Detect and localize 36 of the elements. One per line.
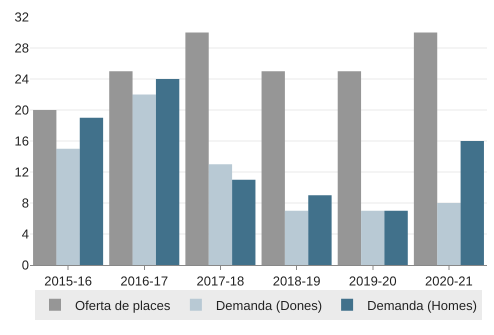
legend-label: Oferta de places [75,298,171,313]
bar [56,148,80,265]
x-tick-label: 2019-20 [348,274,397,289]
bar [284,210,308,265]
y-tick-label: 24 [14,72,29,87]
legend-label: Demanda (Homes) [367,298,477,313]
y-tick-label: 32 [14,10,29,25]
y-tick-label: 0 [22,258,29,273]
y-tick-label: 8 [22,196,29,211]
x-tick-label: 2017-18 [196,274,244,289]
bar [361,210,384,265]
bar [132,94,156,265]
y-tick-label: 4 [22,226,29,242]
bar [232,180,256,265]
bar [80,118,104,265]
bar [185,32,209,265]
bar [384,210,408,265]
legend-label: Demanda (Dones) [216,298,322,313]
x-tick-label: 2018-19 [272,274,320,289]
bar [437,203,461,265]
bar [338,71,362,265]
x-tick-label: 2015-16 [44,274,92,289]
x-tick-label: 2016-17 [120,274,168,289]
x-tick-label: 2020-21 [425,274,473,289]
bar [33,110,56,265]
y-tick-label: 12 [14,164,29,180]
bar [414,32,438,265]
bar [208,164,232,265]
bar [262,71,285,265]
bar [308,195,332,265]
y-tick-label: 16 [14,134,29,149]
bar [156,79,180,265]
bar [460,141,484,265]
y-tick-label: 20 [14,102,29,118]
bar [109,71,133,265]
y-tick-label: 28 [14,40,29,56]
